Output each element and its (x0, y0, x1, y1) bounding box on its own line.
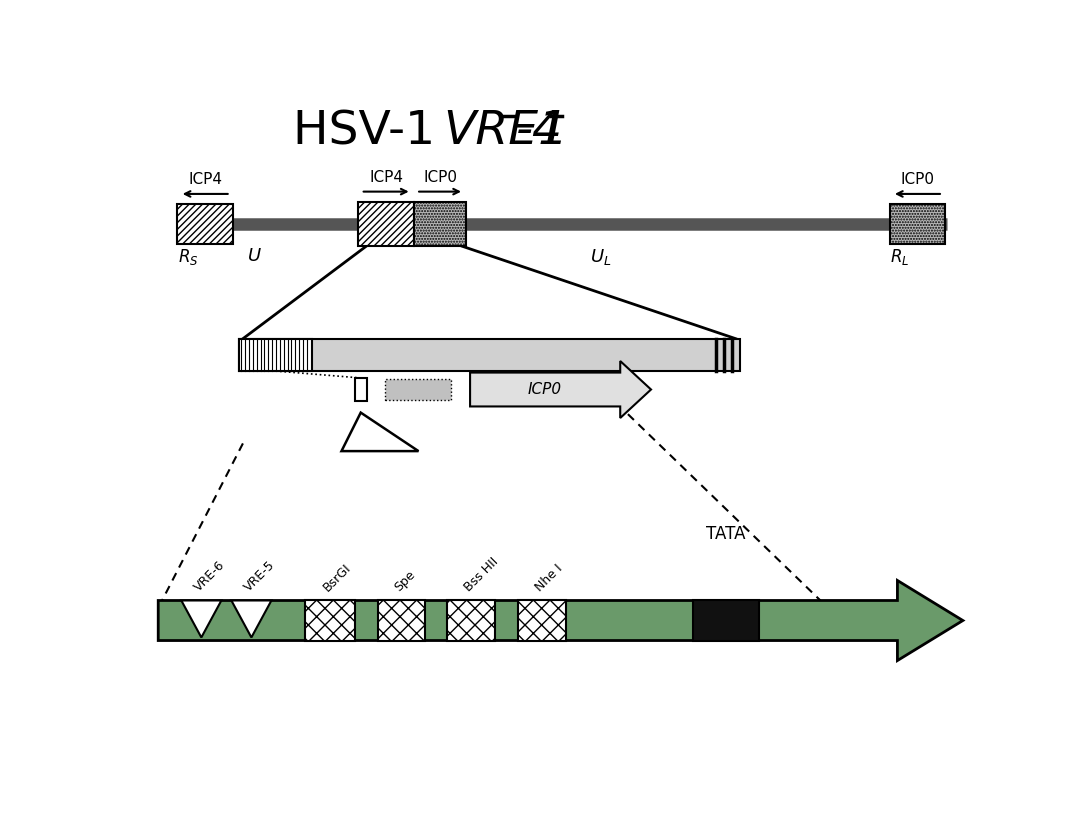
Text: BsrGI: BsrGI (320, 562, 353, 594)
Bar (354, 378, 367, 401)
Text: $U$: $U$ (246, 247, 262, 265)
Text: $R_L$: $R_L$ (891, 247, 910, 267)
Text: Nhe I: Nhe I (533, 562, 565, 594)
Text: HSV-1: HSV-1 (293, 109, 450, 154)
Bar (239, 339, 312, 371)
Polygon shape (181, 601, 221, 637)
Bar (377, 601, 425, 641)
Text: ICP0: ICP0 (528, 382, 562, 397)
Text: VRE-5: VRE-5 (242, 558, 278, 594)
Polygon shape (158, 580, 962, 660)
Polygon shape (470, 361, 651, 418)
Bar (447, 601, 495, 641)
Bar (414, 202, 467, 247)
Text: $R_S$: $R_S$ (179, 247, 198, 267)
Bar (889, 204, 945, 244)
Bar (386, 379, 451, 400)
Text: VRE-6: VRE-6 (192, 558, 228, 594)
Text: ICP0: ICP0 (423, 169, 457, 185)
Text: Spe: Spe (392, 568, 419, 594)
Bar (178, 204, 233, 244)
Bar (304, 601, 354, 641)
Text: TATA: TATA (706, 525, 746, 543)
Text: -4: -4 (517, 109, 564, 154)
Bar (359, 202, 414, 247)
Bar (518, 601, 566, 641)
Text: VRE1: VRE1 (444, 109, 568, 154)
Text: ICP4: ICP4 (370, 169, 403, 185)
Bar (239, 339, 740, 371)
Bar (693, 601, 759, 641)
Text: Bss HII: Bss HII (462, 555, 500, 594)
Bar (239, 339, 312, 371)
Text: $U_L$: $U_L$ (591, 247, 611, 267)
Polygon shape (341, 413, 419, 451)
Text: ICP0: ICP0 (900, 172, 934, 187)
Text: ICP4: ICP4 (189, 172, 222, 187)
Polygon shape (231, 601, 271, 637)
